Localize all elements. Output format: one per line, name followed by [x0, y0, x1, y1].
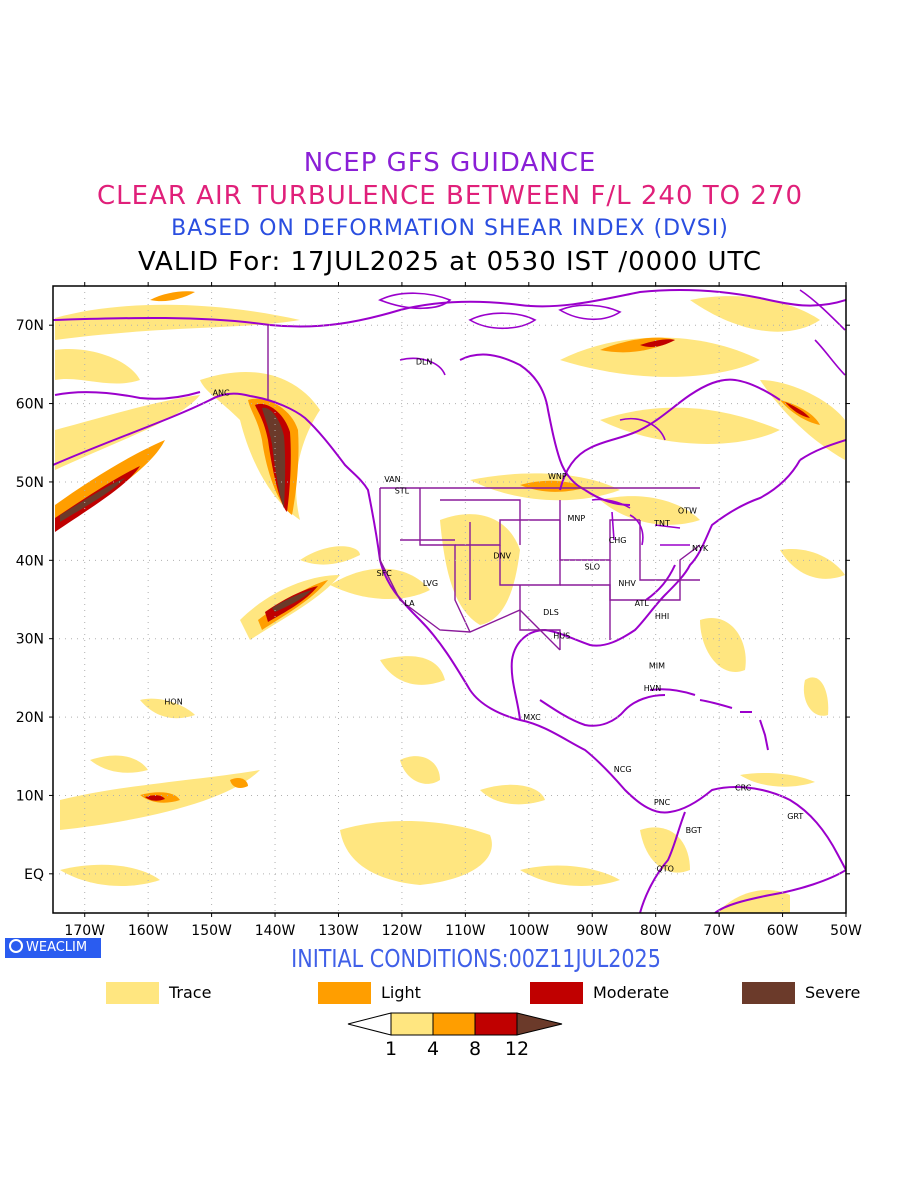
lat-label: 70N — [16, 318, 44, 334]
station-label-mxc: MXC — [523, 713, 541, 722]
lon-label: 160W — [128, 923, 169, 939]
legend-label: Moderate — [593, 983, 670, 1002]
station-label-anc: ANC — [213, 389, 230, 398]
lat-label: 10N — [16, 788, 44, 804]
station-label-dls: DLS — [543, 608, 559, 617]
lon-label: 100W — [509, 923, 550, 939]
lon-label: 80W — [640, 923, 672, 939]
station-label-dln: DLN — [416, 357, 433, 366]
caribbean-islands — [649, 688, 769, 751]
station-label-hvn: HVN — [644, 684, 661, 693]
initial-conditions: INITIAL CONDITIONS:00Z11JUL2025 — [291, 944, 661, 973]
colorbar — [347, 1012, 563, 1036]
severe-areas — [60, 407, 312, 612]
legend-swatch — [530, 982, 583, 1004]
lat-label: 50N — [16, 475, 44, 491]
axis-ticks — [49, 282, 850, 917]
station-label-otw: OTW — [678, 506, 697, 515]
station-label-bgt: BGT — [686, 826, 702, 835]
station-label-dnv: DNV — [493, 552, 511, 561]
colorbar-low-arrow — [347, 1012, 392, 1036]
legend-label: Severe — [805, 983, 861, 1002]
station-label-crc: CRC — [735, 784, 752, 793]
legend-label: Light — [381, 983, 421, 1002]
lon-label: 150W — [191, 923, 232, 939]
colorbar-tick: 8 — [468, 1038, 482, 1060]
graticule — [53, 286, 846, 913]
station-label-nhv: NHV — [618, 579, 636, 588]
station-label-atl: ATL — [635, 599, 650, 608]
station-label-hhi: HHI — [655, 612, 669, 621]
colorbar-high-arrow — [516, 1012, 563, 1036]
arctic-islands — [378, 289, 846, 441]
colorbar-tick: 1 — [384, 1038, 398, 1060]
station-label-wnp: WNP — [548, 472, 567, 481]
state-borders — [267, 325, 701, 651]
map-frame — [52, 285, 847, 914]
lon-label: 110W — [445, 923, 486, 939]
lon-label: 170W — [64, 923, 105, 939]
station-label-hon: HON — [164, 698, 182, 707]
station-label-la: LA — [404, 599, 415, 608]
station-label-grt: GRT — [787, 812, 803, 821]
station-label-slo: SLO — [584, 563, 600, 572]
legend-swatch — [318, 982, 371, 1004]
title-line-1: NCEP GFS GUIDANCE — [303, 148, 597, 178]
great-lakes — [591, 498, 690, 546]
coastlines — [53, 289, 846, 913]
station-label-mnp: MNP — [568, 514, 586, 523]
station-label-mim: MIM — [649, 661, 665, 670]
lon-labels: 170W 160W 150W 140W 130W 120W 110W 100W 90W 80W 70… — [64, 923, 862, 939]
globe-icon — [9, 939, 23, 953]
lon-label: 90W — [576, 923, 608, 939]
station-label-hus: HUS — [553, 632, 570, 641]
title-line-2: CLEAR AIR TURBULENCE BETWEEN F/L 240 TO … — [96, 181, 804, 211]
colorbar-tick: 4 — [426, 1038, 440, 1060]
lon-label: 130W — [318, 923, 359, 939]
lat-label: 20N — [16, 710, 44, 726]
legend-swatch — [742, 982, 795, 1004]
colorbar-bin — [432, 1012, 476, 1036]
station-label-ncg: NCG — [614, 765, 632, 774]
colorbar-tick: 12 — [504, 1038, 530, 1060]
station-label-tnt: TNT — [653, 519, 670, 528]
station-label-van: VAN — [384, 475, 400, 484]
lon-label: 140W — [255, 923, 296, 939]
lat-label: 30N — [16, 632, 44, 648]
lat-label: 40N — [16, 553, 44, 569]
station-label-lvg: LVG — [423, 579, 438, 588]
station-label-nyk: NYK — [692, 544, 709, 553]
lat-label: 60N — [16, 397, 44, 413]
station-labels: ANC DLN VAN STL WNP MNP OTW TNT CHG NYK DNV SFC LVG S… — [164, 357, 803, 873]
colorbar-bin — [390, 1012, 434, 1036]
legend-swatch — [106, 982, 159, 1004]
lat-label: EQ — [24, 867, 44, 883]
title-line-3: BASED ON DEFORMATION SHEAR INDEX (DVSI) — [171, 216, 729, 241]
valid-time: VALID For: 17JUL2025 at 0530 IST /0000 U… — [137, 247, 763, 277]
legend-label: Trace — [169, 983, 212, 1002]
station-label-sfc: SFC — [377, 569, 393, 578]
station-label-qto: QTO — [656, 864, 673, 873]
lon-label: 60W — [767, 923, 799, 939]
station-label-chg: CHG — [609, 536, 627, 545]
lat-labels: 70N 60N 50N 40N 30N 20N 10N EQ — [16, 318, 44, 883]
trace-areas — [55, 296, 845, 913]
lon-label: 70W — [703, 923, 735, 939]
lon-label: 50W — [830, 923, 862, 939]
lon-label: 120W — [382, 923, 423, 939]
colorbar-bin — [474, 1012, 518, 1036]
station-label-pnc: PNC — [654, 798, 671, 807]
weaclim-logo: WEACLIM — [5, 938, 101, 958]
station-label-stl: STL — [395, 487, 410, 496]
